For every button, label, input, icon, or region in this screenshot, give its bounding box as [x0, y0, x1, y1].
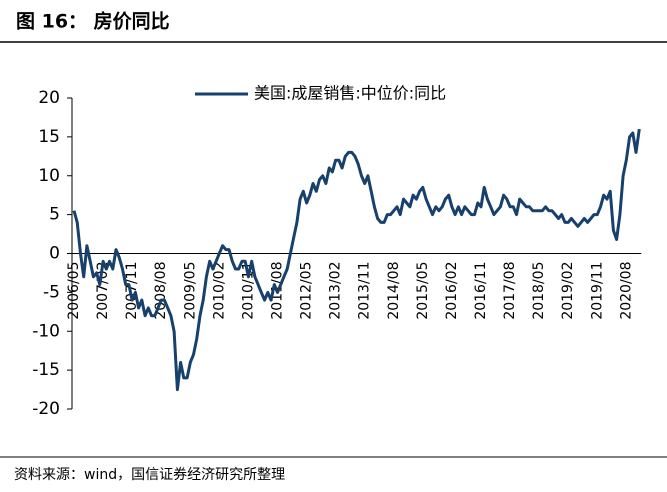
- data-line: [72, 128, 641, 392]
- x-tick-label: 2016/11: [473, 261, 489, 319]
- x-tick-label: 2007/02: [95, 262, 111, 320]
- x-tick-label: 2012/05: [299, 262, 315, 320]
- x-tick-label: 2013/02: [328, 262, 344, 320]
- x-tick-label: 2018/05: [531, 262, 547, 320]
- x-tick-label: 2013/11: [357, 262, 373, 320]
- x-tick-label: 2015/05: [415, 262, 431, 320]
- x-tick-label: 2007/11: [124, 262, 140, 320]
- y-tick-label: -15: [32, 360, 60, 380]
- x-tick-label: 2016/02: [444, 262, 460, 320]
- x-tick-label: 2006/05: [66, 262, 82, 320]
- x-tick-label: 2010/11: [240, 262, 256, 320]
- y-tick-label: 5: [49, 205, 60, 225]
- x-tick-label: 2019/02: [560, 262, 576, 320]
- x-tick-label: 2019/11: [589, 262, 605, 320]
- y-tick-label: 20: [38, 88, 60, 108]
- y-tick-label: -20: [32, 399, 60, 419]
- y-tick-label: 0: [49, 244, 60, 264]
- x-tick-label: 2017/08: [502, 262, 518, 320]
- x-tick-label: 2009/05: [182, 262, 198, 320]
- x-tick-label: 2014/08: [386, 262, 402, 320]
- chart-title: 图 16： 房价同比: [16, 10, 170, 33]
- y-tick-label: -10: [32, 321, 60, 341]
- y-tick-label: -5: [43, 282, 60, 302]
- x-tick-label: 2020/08: [618, 262, 634, 320]
- x-tick-label: 2010/02: [211, 262, 227, 320]
- source-note: 资料来源：wind，国信证券经济研究所整理: [14, 467, 285, 483]
- legend-label: 美国:成屋销售:中位价:同比: [254, 84, 446, 103]
- y-tick-label: 15: [38, 127, 60, 147]
- y-tick-label: 10: [38, 166, 60, 186]
